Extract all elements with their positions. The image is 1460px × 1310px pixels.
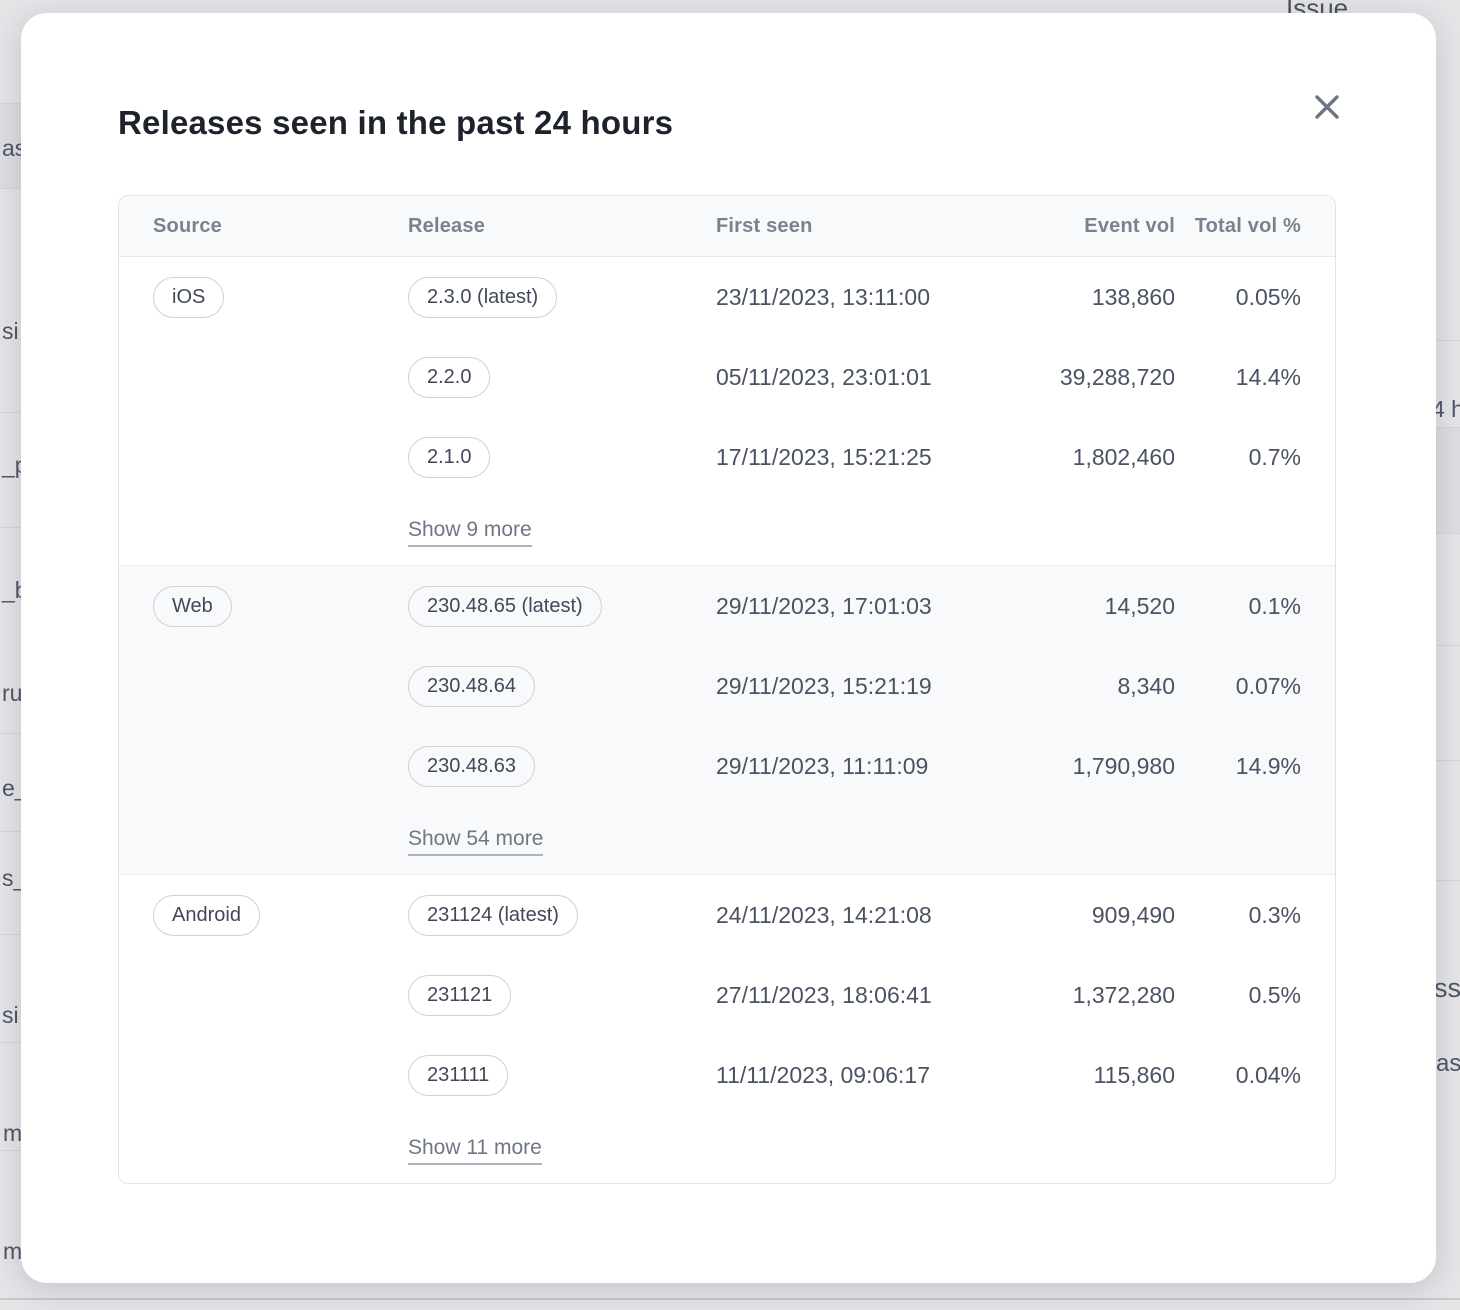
event-vol-value: 39,288,720 bbox=[1059, 363, 1175, 390]
bg-divider bbox=[0, 934, 21, 935]
release-badge: 2.2.0 bbox=[408, 356, 491, 398]
source-badge: iOS bbox=[153, 276, 225, 318]
bg-divider bbox=[0, 1150, 21, 1151]
event-vol-value: 14,520 bbox=[1104, 592, 1175, 619]
releases-table: Source Release First seen Event vol Tota… bbox=[118, 195, 1336, 1184]
column-header-release: Release bbox=[408, 214, 486, 237]
event-vol-value: 8,340 bbox=[1117, 672, 1175, 699]
source-badge: Web bbox=[153, 585, 232, 627]
table-row: Android 231124 (latest) 24/11/2023, 14:2… bbox=[119, 875, 1335, 955]
table-row: 230.48.64 29/11/2023, 15:21:19 8,340 0.0… bbox=[119, 646, 1335, 726]
background-text-fragment: si bbox=[2, 318, 19, 344]
page-title: Releases seen in the past 24 hours bbox=[118, 104, 674, 142]
table-row: 231111 11/11/2023, 09:06:17 115,860 0.04… bbox=[119, 1035, 1335, 1115]
background-text-fragment: ru bbox=[2, 680, 23, 706]
first-seen-value: 05/11/2023, 23:01:01 bbox=[716, 363, 932, 390]
background-text-fragment: ss bbox=[1434, 973, 1460, 1003]
total-vol-value: 0.05% bbox=[1235, 283, 1301, 310]
show-more-link[interactable]: Show 54 more bbox=[408, 827, 544, 856]
first-seen-value: 24/11/2023, 14:21:08 bbox=[716, 901, 932, 928]
bg-divider bbox=[0, 103, 21, 104]
bg-divider bbox=[1436, 880, 1460, 881]
total-vol-value: 14.9% bbox=[1235, 752, 1301, 779]
column-header-event-vol: Event vol bbox=[1084, 214, 1175, 237]
source-group-android: Android 231124 (latest) 24/11/2023, 14:2… bbox=[119, 875, 1335, 1183]
bg-divider bbox=[0, 1298, 1460, 1300]
table-row: Web 230.48.65 (latest) 29/11/2023, 17:01… bbox=[119, 566, 1335, 646]
first-seen-value: 17/11/2023, 15:21:25 bbox=[716, 443, 932, 470]
event-vol-value: 1,372,280 bbox=[1072, 981, 1175, 1008]
first-seen-value: 29/11/2023, 15:21:19 bbox=[716, 672, 932, 699]
table-row: 2.1.0 17/11/2023, 15:21:25 1,802,460 0.7… bbox=[119, 417, 1335, 497]
first-seen-value: 11/11/2023, 09:06:17 bbox=[716, 1061, 931, 1088]
table-row: iOS 2.3.0 (latest) 23/11/2023, 13:11:00 … bbox=[119, 257, 1335, 337]
bg-divider bbox=[1436, 645, 1460, 646]
table-row: 2.2.0 05/11/2023, 23:01:01 39,288,720 14… bbox=[119, 337, 1335, 417]
total-vol-value: 0.07% bbox=[1235, 672, 1301, 699]
release-badge: 231111 bbox=[408, 1054, 509, 1096]
release-badge: 230.48.64 bbox=[408, 665, 535, 707]
event-vol-value: 115,860 bbox=[1093, 1061, 1175, 1088]
close-button[interactable] bbox=[1305, 85, 1349, 129]
first-seen-value: 29/11/2023, 11:11:09 bbox=[716, 752, 929, 779]
source-group-ios: iOS 2.3.0 (latest) 23/11/2023, 13:11:00 … bbox=[119, 257, 1335, 566]
source-group-web: Web 230.48.65 (latest) 29/11/2023, 17:01… bbox=[119, 566, 1335, 875]
background-text-fragment: m bbox=[3, 1120, 23, 1146]
bg-table-band bbox=[1436, 427, 1460, 533]
table-row: Show 9 more bbox=[119, 497, 1335, 565]
bg-divider bbox=[0, 527, 21, 528]
total-vol-value: 14.4% bbox=[1235, 363, 1301, 390]
table-row: Show 11 more bbox=[119, 1115, 1335, 1183]
bg-divider bbox=[0, 733, 21, 734]
release-badge: 231124 (latest) bbox=[408, 894, 578, 936]
release-badge: 231121 bbox=[408, 974, 512, 1016]
bg-divider bbox=[1436, 427, 1460, 428]
event-vol-value: 909,490 bbox=[1091, 901, 1175, 928]
bg-divider bbox=[0, 831, 21, 832]
column-header-total-vol: Total vol % bbox=[1194, 214, 1301, 237]
table-row: 231121 27/11/2023, 18:06:41 1,372,280 0.… bbox=[119, 955, 1335, 1035]
first-seen-value: 27/11/2023, 18:06:41 bbox=[716, 981, 932, 1008]
table-row: Show 54 more bbox=[119, 806, 1335, 874]
total-vol-value: 0.3% bbox=[1248, 901, 1301, 928]
source-badge: Android bbox=[153, 894, 260, 936]
first-seen-value: 23/11/2023, 13:11:00 bbox=[716, 283, 931, 310]
total-vol-value: 0.04% bbox=[1235, 1061, 1301, 1088]
bg-divider bbox=[0, 188, 21, 189]
bg-table-band bbox=[0, 103, 21, 188]
bg-divider bbox=[0, 1042, 21, 1043]
background-text-fragment: as bbox=[1436, 1050, 1460, 1077]
column-header-first-seen: First seen bbox=[716, 214, 813, 237]
background-text-fragment: si bbox=[2, 1002, 19, 1028]
bg-divider bbox=[0, 412, 21, 413]
release-badge: 2.1.0 bbox=[408, 436, 491, 478]
event-vol-value: 138,860 bbox=[1091, 283, 1175, 310]
release-badge: 2.3.0 (latest) bbox=[408, 276, 558, 318]
close-icon bbox=[1315, 95, 1339, 119]
show-more-link[interactable]: Show 9 more bbox=[408, 518, 532, 547]
table-header-row: Source Release First seen Event vol Tota… bbox=[119, 196, 1335, 257]
releases-modal: Releases seen in the past 24 hours Sourc… bbox=[21, 13, 1436, 1283]
bg-divider bbox=[1436, 760, 1460, 761]
release-badge: 230.48.63 bbox=[408, 745, 535, 787]
bg-divider bbox=[1436, 340, 1460, 341]
total-vol-value: 0.5% bbox=[1248, 981, 1301, 1008]
first-seen-value: 29/11/2023, 17:01:03 bbox=[716, 592, 932, 619]
table-row: 230.48.63 29/11/2023, 11:11:09 1,790,980… bbox=[119, 726, 1335, 806]
column-header-source: Source bbox=[153, 214, 223, 237]
total-vol-value: 0.7% bbox=[1248, 443, 1301, 470]
total-vol-value: 0.1% bbox=[1248, 592, 1301, 619]
bg-divider bbox=[1436, 533, 1460, 534]
background-text-fragment: 4 h bbox=[1432, 396, 1460, 422]
event-vol-value: 1,790,980 bbox=[1072, 752, 1175, 779]
background-text-fragment: m bbox=[3, 1238, 23, 1264]
show-more-link[interactable]: Show 11 more bbox=[408, 1136, 542, 1165]
event-vol-value: 1,802,460 bbox=[1072, 443, 1175, 470]
release-badge: 230.48.65 (latest) bbox=[408, 585, 602, 627]
